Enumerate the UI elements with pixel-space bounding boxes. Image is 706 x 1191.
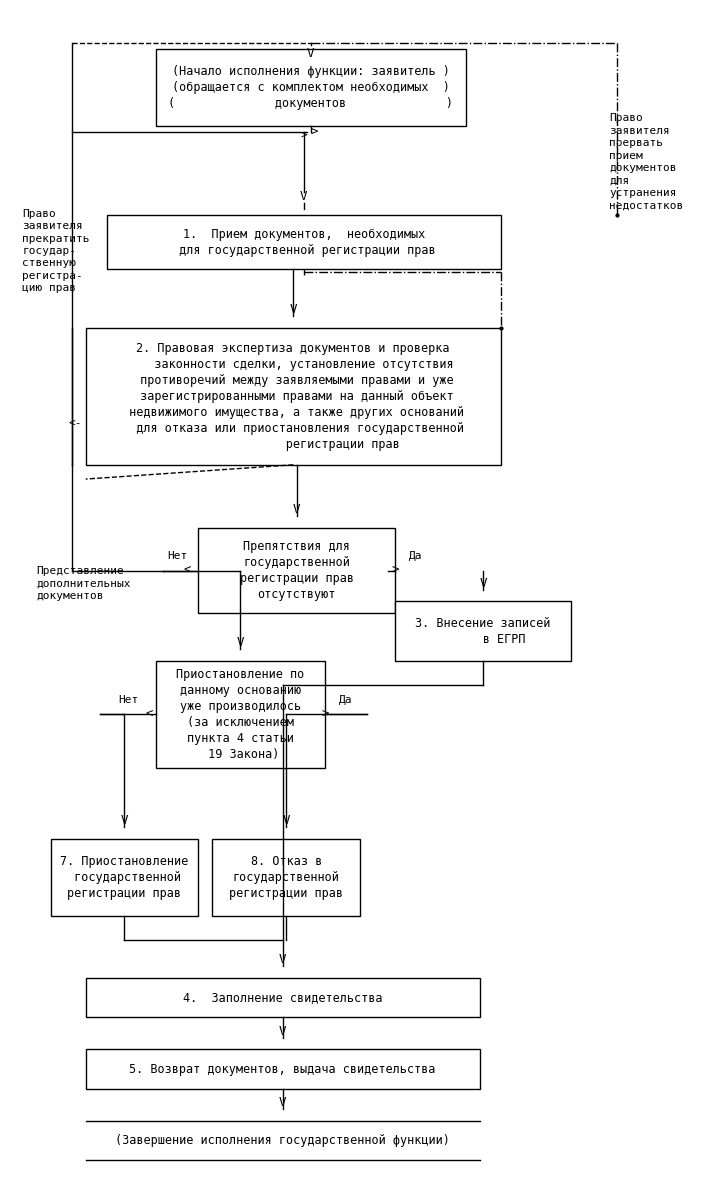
Text: Препятствия для
государственной
регистрации прав
отсутствуют: Препятствия для государственной регистра… [240, 540, 354, 601]
Text: >: > [321, 707, 329, 721]
Text: V: V [279, 1096, 287, 1109]
Text: Представление
дополнительных
документов: Представление дополнительных документов [37, 566, 131, 601]
Text: V: V [307, 46, 315, 60]
Text: 3. Внесение записей
      в ЕГРП: 3. Внесение записей в ЕГРП [415, 617, 551, 646]
FancyBboxPatch shape [156, 661, 325, 768]
Text: V: V [293, 503, 301, 516]
Text: V: V [282, 815, 290, 828]
FancyBboxPatch shape [51, 840, 198, 916]
Text: V: V [237, 636, 244, 649]
Text: (Завершение исполнения государственной функции): (Завершение исполнения государственной ф… [115, 1134, 450, 1147]
Text: 7. Приостановление
 государственной
регистрации прав: 7. Приостановление государственной регис… [60, 855, 189, 900]
Text: V: V [479, 576, 487, 590]
Text: >: > [300, 131, 307, 141]
FancyBboxPatch shape [85, 329, 501, 464]
Text: 5. Возврат документов, выдача свидетельства: 5. Возврат документов, выдача свидетельс… [129, 1062, 436, 1075]
Text: V: V [121, 815, 128, 828]
Text: V: V [289, 304, 297, 317]
Text: <-: <- [68, 419, 83, 429]
Text: 8. Отказ в
государственной
регистрации прав: 8. Отказ в государственной регистрации п… [229, 855, 343, 900]
FancyBboxPatch shape [107, 216, 501, 269]
Text: 1.  Прием документов,  необходимых
 для государственной регистрации прав: 1. Прием документов, необходимых для гос… [172, 227, 436, 256]
Text: V: V [279, 953, 287, 966]
Text: V: V [279, 1024, 287, 1037]
Text: Да: Да [339, 694, 353, 705]
FancyBboxPatch shape [156, 49, 465, 126]
FancyBboxPatch shape [198, 528, 395, 613]
FancyBboxPatch shape [395, 601, 571, 661]
FancyBboxPatch shape [85, 978, 479, 1017]
Text: >: > [311, 125, 318, 138]
FancyBboxPatch shape [85, 1049, 479, 1089]
Text: Нет: Нет [167, 551, 188, 561]
Text: 2. Правовая экспертиза документов и проверка
   законности сделки, установление : 2. Правовая экспертиза документов и пров… [122, 342, 465, 451]
Text: >: > [392, 565, 399, 578]
Text: (Начало исполнения функции: заявитель )
(обращается с комплектом необходимых  )
: (Начало исполнения функции: заявитель ) … [168, 66, 453, 110]
Text: Да: Да [409, 551, 423, 561]
Text: <: < [145, 707, 152, 721]
Text: Приостановление по
данному основанию
уже производилось
(за исключением
пункта 4 : Приостановление по данному основанию уже… [176, 668, 304, 761]
Text: <: < [184, 565, 191, 578]
Text: Право
заявителя
прервать
прием
документов
для
устранения
недостатков: Право заявителя прервать прием документо… [609, 113, 683, 210]
Text: 4.  Заполнение свидетельства: 4. Заполнение свидетельства [183, 991, 383, 1004]
Text: Нет: Нет [118, 694, 138, 705]
Text: Право
заявителя
прекратить
государ-
ственную
регистра-
цию прав: Право заявителя прекратить государ- стве… [23, 208, 90, 293]
FancyBboxPatch shape [213, 840, 360, 916]
Text: V: V [300, 191, 308, 204]
